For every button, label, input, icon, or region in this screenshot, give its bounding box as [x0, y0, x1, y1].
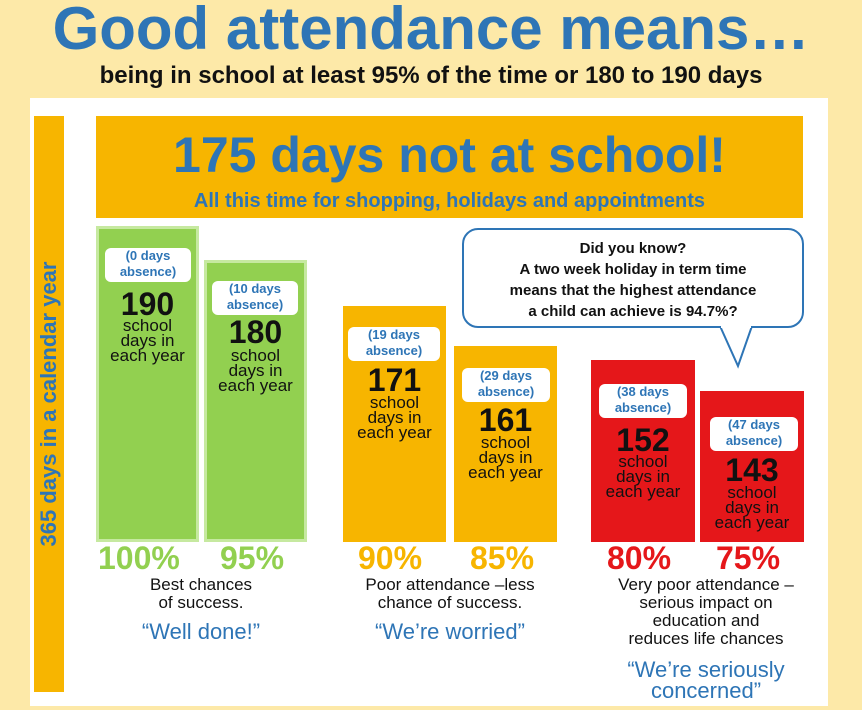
desc-line: chance of success. [377, 593, 523, 612]
percent-label: 95% [220, 540, 285, 576]
label-line: days in [228, 361, 283, 380]
label-line: each year [218, 376, 293, 395]
bubble-line: A two week holiday in term time [519, 261, 747, 278]
absence-text: absence) [725, 433, 783, 448]
bubble-title: Did you know? [579, 240, 687, 257]
group-quote: “We’re worried” [375, 619, 525, 644]
label-line: each year [468, 463, 543, 482]
label-line: days in [725, 498, 779, 517]
quote-line: concerned” [650, 678, 762, 703]
label-line: each year [357, 423, 432, 442]
group-description: Best chances of success. [96, 576, 306, 612]
label-line: school [369, 393, 420, 412]
label-line: days in [616, 467, 670, 486]
absence-text: (0 days [125, 248, 171, 263]
group-quote: “Well done!” [141, 619, 261, 644]
days-not-at-school-banner: 175 days not at school! All this time fo… [96, 116, 803, 218]
desc-line: Best chances [149, 575, 253, 594]
absence-text: absence) [226, 297, 284, 312]
bubble-line: a child can achieve is 94.7%? [528, 303, 738, 320]
percent-label: 85% [470, 540, 535, 576]
desc-line: serious impact on [639, 593, 773, 612]
school-days-number: 171 [367, 362, 422, 398]
calendar-year-bar [34, 116, 64, 692]
group-description: Poor attendance –less chance of success. [330, 576, 570, 612]
label-line: each year [714, 513, 790, 532]
absence-badge: (38 days absence) [599, 384, 687, 418]
percent-label: 80% [607, 540, 672, 576]
did-you-know-bubble: Did you know? A two week holiday in term… [462, 228, 804, 328]
school-days-label: school days in each year [96, 316, 199, 365]
percent-label: 75% [716, 540, 781, 576]
desc-line: of success. [158, 593, 244, 612]
percent-label: 100% [98, 540, 180, 576]
bubble-line: means that the highest attendance [509, 282, 757, 299]
absence-text: (47 days [727, 417, 781, 432]
label-line: school [122, 316, 173, 335]
school-days-number: 143 [725, 452, 779, 488]
bubble-text: Did you know? A two week holiday in term… [464, 238, 802, 322]
absence-text: (10 days [228, 281, 282, 296]
school-days-label: school days in each year [343, 393, 446, 442]
absence-text: absence) [614, 400, 672, 415]
label-line: school [480, 433, 531, 452]
attendance-bar-75 [700, 391, 804, 542]
absence-text: absence) [477, 384, 535, 399]
absence-text: (29 days [479, 368, 533, 383]
label-line: each year [110, 346, 185, 365]
absence-badge: (47 days absence) [710, 417, 798, 451]
school-days-number: 161 [478, 402, 533, 438]
desc-line: Very poor attendance – [618, 575, 794, 594]
school-days-number: 152 [616, 422, 670, 458]
desc-line: education and [652, 611, 760, 630]
group-description: Very poor attendance – serious impact on… [583, 576, 829, 648]
absence-badge: (10 days absence) [212, 281, 298, 315]
desc-line: Poor attendance –less [365, 575, 535, 594]
absence-text: (38 days [616, 384, 670, 399]
quote-line: “We’re seriously [627, 657, 785, 682]
banner-heading: 175 days not at school! [173, 127, 726, 183]
label-line: days in [478, 448, 533, 467]
absence-badge: (29 days absence) [462, 368, 550, 402]
label-line: days in [367, 408, 422, 427]
school-days-number: 190 [120, 286, 175, 322]
school-days-number: 180 [228, 314, 283, 350]
group-quote: “We’re seriously concerned” [583, 657, 829, 703]
school-days-label: school days in each year [204, 346, 307, 395]
absence-text: absence) [365, 343, 423, 358]
percent-label: 90% [358, 540, 423, 576]
school-days-label: school days in each year [454, 433, 557, 482]
label-line: school [618, 452, 668, 471]
banner-subheading: All this time for shopping, holidays and… [193, 190, 706, 212]
absence-badge: (0 days absence) [105, 248, 191, 282]
absence-text: (19 days [367, 327, 421, 342]
school-days-label: school days in each year [591, 452, 695, 501]
label-line: school [727, 483, 777, 502]
desc-line: reduces life chances [628, 629, 784, 648]
school-days-label: school days in each year [700, 483, 804, 532]
label-line: each year [605, 482, 681, 501]
absence-text: absence) [119, 264, 177, 279]
page-subtitle: being in school at least 95% of the time… [99, 62, 763, 89]
label-line: days in [120, 331, 175, 350]
label-line: school [230, 346, 281, 365]
page-title: Good attendance means… [52, 0, 810, 62]
absence-badge: (19 days absence) [348, 327, 440, 361]
